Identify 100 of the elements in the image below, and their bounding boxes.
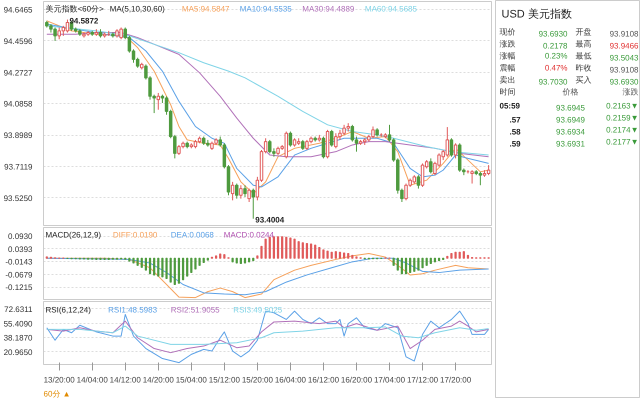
- line-series: [46, 326, 490, 345]
- annotation: 93.4004: [255, 216, 285, 225]
- y-tick-label: -0.0679: [5, 270, 34, 280]
- candlestick: [284, 131, 288, 159]
- candlestick: [334, 132, 338, 149]
- x-tick-label: 15/20:00: [242, 376, 274, 384]
- text: 开盘: [576, 28, 592, 36]
- text: USD 美元指数: [502, 8, 572, 20]
- x-tick-label: 17/04:00: [374, 376, 406, 384]
- candlestick: [350, 124, 354, 142]
- series-label: RSI1:48.5983: [108, 306, 158, 314]
- text: 93.9108: [610, 66, 640, 74]
- candlestick: [305, 139, 309, 150]
- candlestick: [268, 139, 272, 154]
- y-tick-label: -0.1215: [5, 283, 34, 292]
- candlestick: [301, 139, 305, 150]
- y-tick-label: 93.8989: [4, 131, 34, 140]
- text: 0.2163▼: [606, 102, 639, 110]
- text: RSI(6,12,24): [46, 306, 92, 314]
- text: 05:59: [500, 102, 521, 110]
- text: 0.2174▼: [606, 126, 639, 134]
- text: DEA:0.0068: [170, 230, 214, 240]
- y-tick-label: 94.4596: [4, 37, 34, 46]
- text: 93.6931: [556, 140, 586, 148]
- text: 93.9108: [610, 30, 640, 38]
- y-tick-label: 72.6311: [4, 304, 34, 314]
- text: 卖出: [500, 76, 516, 84]
- candlestick: [53, 27, 57, 42]
- text: 涨跌: [622, 88, 638, 96]
- x-tick-label: 15/12:00: [208, 376, 240, 384]
- text: RSI2:51.9055: [170, 306, 220, 314]
- candlestick: [470, 170, 474, 184]
- candlestick: [429, 158, 433, 174]
- text: 0.47%: [544, 64, 568, 72]
- candlestick: [454, 142, 458, 159]
- x-tick-label: 14/12:00: [110, 376, 142, 384]
- candlestick: [446, 126, 450, 158]
- y-tick-label: 55.4090: [4, 319, 34, 328]
- candlestick: [119, 27, 123, 40]
- x-tick-label: 14/20:00: [142, 376, 174, 384]
- x-tick-label: 13/20:00: [44, 376, 76, 384]
- text: 60分 ▲: [44, 390, 71, 398]
- candlestick: [322, 136, 326, 159]
- text: .59: [510, 140, 522, 148]
- text: 93.9466: [610, 42, 640, 50]
- text: 0.23%: [544, 52, 568, 60]
- candlestick: [342, 124, 346, 136]
- candlestick: [66, 19, 70, 34]
- y-tick-label: 94.6465: [4, 6, 34, 15]
- text: .57: [510, 116, 522, 124]
- text: 买入: [576, 76, 592, 84]
- text: 93.5043: [610, 54, 640, 62]
- chart-title: MACD(26,12,9): [46, 230, 102, 240]
- candlestick: [416, 174, 420, 190]
- text: 93.6949: [556, 116, 586, 124]
- candlestick: [62, 25, 66, 36]
- text: 最低: [576, 52, 592, 60]
- text: 0.2177▼: [606, 138, 639, 146]
- series-label: MACD:0.0244: [224, 230, 274, 240]
- text: 涨幅: [500, 52, 516, 60]
- text: 最高: [576, 40, 592, 48]
- y-tick-label: 94.2727: [4, 68, 34, 78]
- candlestick: [330, 129, 334, 148]
- text: .58: [510, 128, 522, 136]
- y-tick-label: 93.5250: [4, 194, 34, 203]
- x-tick-label: 16/20:00: [340, 376, 373, 384]
- chart-title: 美元指数<60分>: [46, 4, 104, 14]
- candlestick: [420, 162, 424, 188]
- candlestick: [252, 188, 255, 220]
- x-tick-label: 16/12:00: [308, 376, 340, 384]
- candlestick: [239, 184, 243, 200]
- x-tick-label: 17/20:00: [440, 376, 472, 384]
- text: 震幅: [500, 64, 516, 72]
- text: 涨跌: [500, 40, 516, 48]
- text: 现价: [500, 28, 516, 36]
- y-tick-label: 94.0858: [4, 100, 34, 109]
- candlestick: [235, 183, 238, 200]
- text: 昨收: [576, 64, 592, 72]
- candlestick: [57, 27, 61, 40]
- text: MA10:94.5535: [240, 4, 292, 14]
- text: RSI3:49.5025: [233, 306, 283, 314]
- text: MA60:94.5685: [364, 4, 418, 14]
- text: MA5:94.5847: [182, 4, 230, 14]
- candlestick: [486, 164, 490, 176]
- candlestick: [247, 188, 251, 203]
- y-tick-label: -0.0143: [5, 258, 34, 267]
- text: 0.2178: [543, 42, 568, 50]
- x-tick-label: 14/04:00: [76, 376, 108, 384]
- text: MA30:94.4889: [302, 4, 355, 14]
- candlestick: [156, 92, 160, 110]
- text: 93.6934: [556, 128, 586, 136]
- x-tick-label: 17/12:00: [406, 376, 439, 384]
- text: 93.6930: [538, 30, 568, 38]
- text: 93.6945: [556, 104, 586, 112]
- candlestick: [230, 181, 234, 201]
- x-tick-label: 15/04:00: [176, 376, 208, 384]
- candlestick: [288, 131, 292, 148]
- y-tick-label: 93.7119: [4, 162, 34, 172]
- text: 价格: [562, 88, 578, 96]
- text: 93.6930: [610, 78, 640, 86]
